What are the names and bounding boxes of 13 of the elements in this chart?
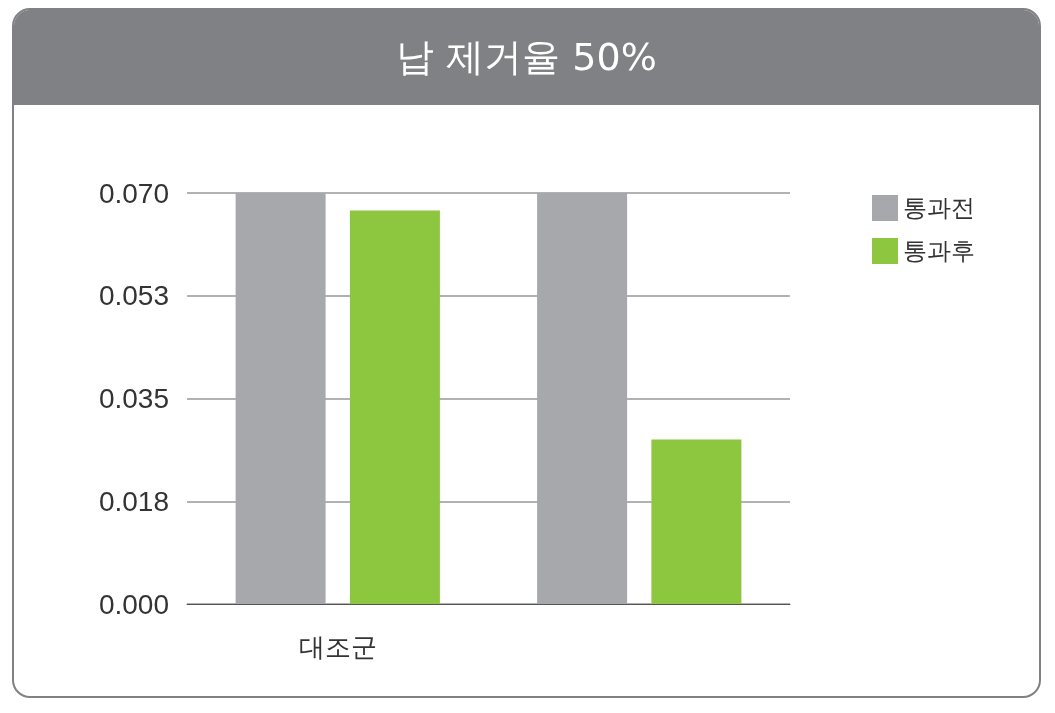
legend-label: 통과전 — [903, 194, 975, 222]
y-tick-label: 0.035 — [98, 383, 169, 414]
y-tick-label: 0.018 — [98, 485, 169, 517]
legend-label: 통과후 — [903, 237, 975, 265]
chart-title: 납 제거율 50% — [14, 10, 1039, 105]
x-tick-label: 대조군 — [298, 632, 377, 662]
y-tick-label: 0.000 — [98, 588, 169, 620]
bar — [651, 439, 742, 604]
bar — [349, 210, 440, 604]
y-tick-label: 0.053 — [98, 280, 169, 312]
y-tick-label: 0.070 — [98, 177, 169, 209]
bar — [537, 193, 628, 604]
bar — [235, 193, 326, 604]
